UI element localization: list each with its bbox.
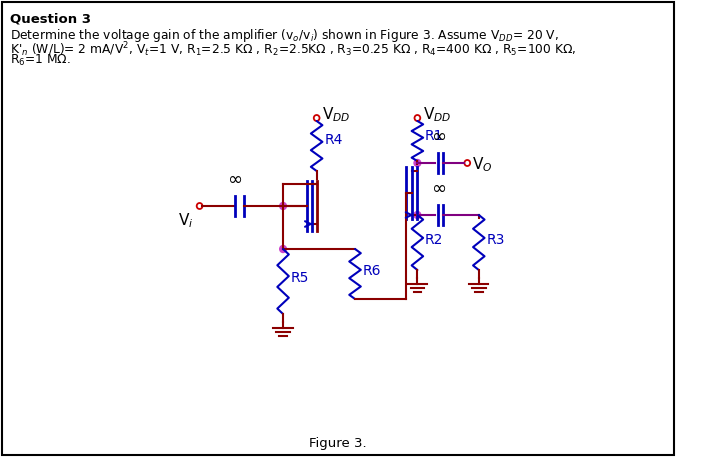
Text: $\infty$: $\infty$ — [431, 179, 446, 197]
Text: R5: R5 — [291, 271, 309, 285]
Text: $\infty$: $\infty$ — [227, 170, 243, 188]
Text: V$_{DD}$: V$_{DD}$ — [423, 105, 452, 124]
Text: R6: R6 — [363, 264, 381, 278]
Text: R1: R1 — [425, 129, 444, 143]
Text: R$_6$=1 M$\Omega$.: R$_6$=1 M$\Omega$. — [10, 53, 70, 68]
Text: Determine the voltage gain of the amplifier (v$_o$/v$_i$) shown in Figure 3. Ass: Determine the voltage gain of the amplif… — [10, 27, 558, 44]
Text: R3: R3 — [486, 233, 505, 247]
Text: Figure 3.: Figure 3. — [309, 437, 367, 450]
Text: Question 3: Question 3 — [10, 12, 91, 25]
Circle shape — [414, 212, 421, 218]
Text: R2: R2 — [425, 233, 444, 247]
Text: $\infty$: $\infty$ — [431, 127, 446, 145]
Text: V$_O$: V$_O$ — [472, 155, 493, 174]
Circle shape — [279, 202, 287, 209]
Text: K'$_n$ (W/L)= 2 mA/V$^2$, V$_t$=1 V, R$_1$=2.5 K$\Omega$ , R$_2$=2.5K$\Omega$ , : K'$_n$ (W/L)= 2 mA/V$^2$, V$_t$=1 V, R$_… — [10, 40, 576, 58]
Text: V$_{DD}$: V$_{DD}$ — [322, 105, 351, 124]
Circle shape — [414, 159, 421, 166]
Circle shape — [279, 245, 287, 253]
Text: V$_i$: V$_i$ — [179, 211, 194, 230]
Text: R4: R4 — [325, 133, 343, 147]
